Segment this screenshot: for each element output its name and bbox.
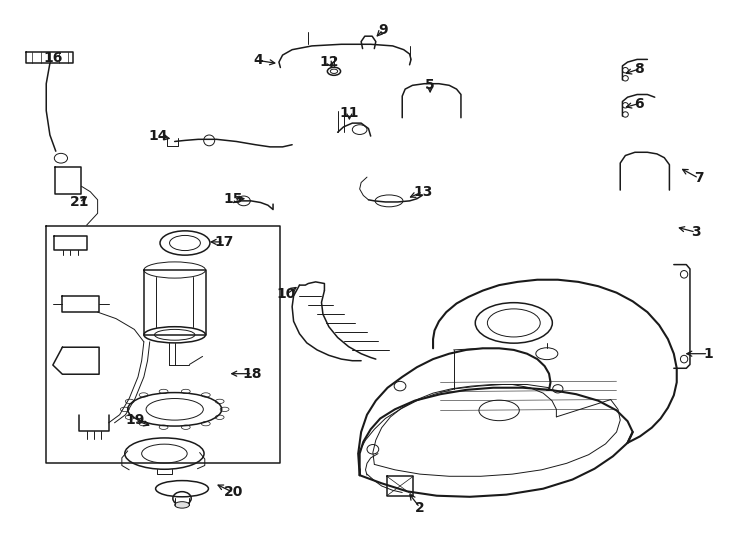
Text: 12: 12 (319, 55, 338, 69)
Text: 11: 11 (340, 106, 359, 120)
Text: 17: 17 (214, 235, 233, 249)
Text: 5: 5 (425, 78, 435, 92)
Text: 8: 8 (633, 62, 644, 76)
Text: 15: 15 (224, 192, 243, 206)
Text: 19: 19 (126, 413, 145, 427)
Text: 13: 13 (413, 185, 432, 199)
Ellipse shape (175, 502, 189, 508)
Text: 6: 6 (633, 97, 644, 111)
Text: 14: 14 (148, 129, 167, 143)
Text: 4: 4 (253, 53, 264, 68)
Text: 7: 7 (694, 171, 704, 185)
Text: 18: 18 (243, 367, 262, 381)
Text: 20: 20 (224, 485, 243, 500)
Text: 10: 10 (277, 287, 296, 301)
Text: 1: 1 (703, 347, 713, 361)
Text: 9: 9 (378, 23, 388, 37)
Text: 16: 16 (43, 51, 62, 65)
Text: 2: 2 (415, 501, 425, 515)
Text: 21: 21 (70, 195, 89, 210)
Text: 3: 3 (691, 225, 701, 239)
